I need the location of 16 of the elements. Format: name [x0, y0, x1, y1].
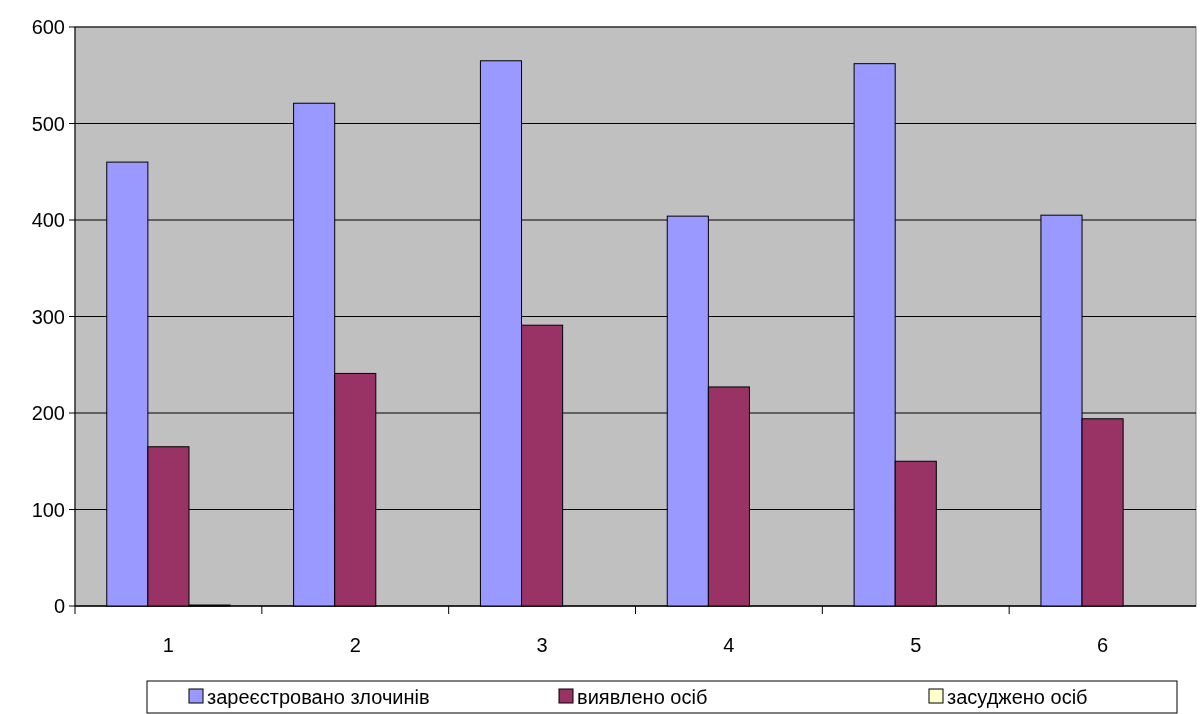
- y-tick-label: 0: [53, 595, 65, 617]
- x-tick-label: 2: [349, 634, 361, 656]
- x-tick-label: 6: [1097, 634, 1109, 656]
- y-tick-label: 400: [31, 209, 65, 231]
- legend-label: засуджено осіб: [947, 686, 1088, 708]
- legend-label: зареєстровано злочинів: [207, 686, 430, 708]
- legend-label: виявлено осіб: [577, 686, 708, 708]
- y-tick-label: 100: [31, 498, 65, 521]
- y-tick-label: 300: [31, 305, 65, 328]
- y-tick-label: 500: [31, 112, 65, 135]
- y-tick-label: 600: [31, 16, 65, 38]
- x-tick-label: 4: [723, 634, 735, 656]
- x-tick-label: 3: [536, 634, 548, 656]
- y-tick-label: 200: [31, 402, 65, 424]
- x-tick-label: 1: [162, 634, 174, 656]
- x-tick-label: 5: [910, 634, 922, 656]
